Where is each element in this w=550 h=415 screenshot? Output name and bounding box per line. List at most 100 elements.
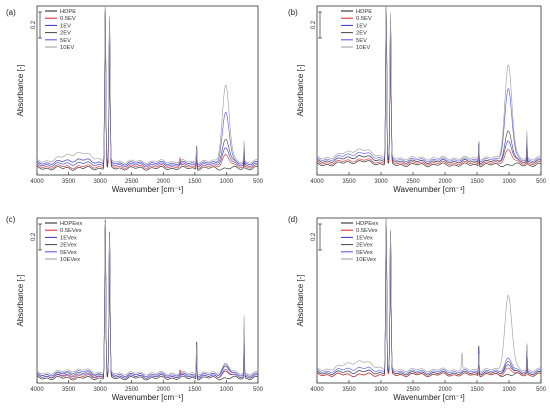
x-tick-label: 4000 (30, 179, 44, 185)
series-line-HDPE (36, 9, 259, 171)
series-line-10EVex (316, 218, 542, 372)
x-tick-label: 1000 (220, 179, 234, 185)
x-tick-label: 500 (253, 387, 264, 393)
series-line-1EVex (36, 229, 259, 379)
series-line-5EVex (316, 223, 542, 374)
x-axis-label: Wavenumber [cm⁻¹] (112, 393, 184, 402)
x-tick-label: 3000 (93, 387, 107, 393)
series-line-10EVex (37, 222, 259, 376)
panel-label: (b) (288, 8, 298, 17)
legend-entry: 5EV (356, 38, 367, 44)
legend-entry: HDPE (60, 9, 76, 15)
plot-frame (316, 5, 542, 176)
series-line-10EV (36, 5, 259, 164)
legend-entry: 5EVex (356, 250, 373, 256)
x-tick-label: 1500 (470, 179, 484, 185)
legend-entry: 10EV (60, 45, 74, 51)
x-axis-label: Wavenumber [cm⁻¹] (393, 185, 465, 194)
y-axis-label: Absorbance [-] (296, 64, 305, 116)
legend-entry: 5EVex (60, 250, 77, 256)
x-tick-label: 2500 (406, 179, 420, 185)
x-tick-label: 3500 (62, 179, 76, 185)
legend-entry: 10EVex (60, 257, 80, 263)
x-axis-label: Wavenumber [cm⁻¹] (393, 393, 465, 402)
legend-entry: 10EVex (356, 257, 376, 263)
x-tick-label: 2000 (157, 179, 171, 185)
legend-entry: 1EV (356, 23, 367, 29)
series-line-5EVex (36, 227, 259, 377)
panel-label: (a) (6, 8, 16, 17)
series-line-1EV (316, 10, 542, 164)
plot-frame (316, 217, 542, 384)
series-line-1EV (36, 17, 259, 168)
legend-entry: 0.5EV (60, 16, 76, 22)
x-tick-label: 4000 (310, 179, 324, 185)
legend-entry: HDPEex (356, 221, 378, 227)
legend-entry: 2EVex (356, 243, 373, 249)
panel-label: (c) (6, 215, 16, 224)
series-line-2EVex (316, 222, 542, 376)
x-tick-label: 2000 (438, 179, 452, 185)
panel-1: (a) 0.2 4000 3500 3000 2500 2000 1500 1000 500 Wav… (6, 5, 264, 194)
legend-entry: 1EV (60, 23, 71, 29)
plot-frame (36, 5, 259, 176)
series-line-0.5EV (36, 15, 259, 169)
x-tick-label: 2500 (406, 387, 420, 393)
series-line-5EV (317, 8, 542, 163)
x-tick-label: 2000 (157, 387, 171, 393)
x-tick-label: 3000 (374, 387, 388, 393)
series-line-10EV (316, 5, 542, 161)
legend-entry: 2EV (60, 31, 71, 37)
x-axis-label: Wavenumber [cm⁻¹] (112, 185, 184, 194)
panel-3: (c) 0.2 4000 3500 3000 2500 2000 1500 1000 500 Wav… (6, 215, 264, 402)
x-tick-label: 1000 (502, 179, 516, 185)
x-tick-label: 3500 (342, 179, 356, 185)
legend-entry: 1EVex (356, 235, 373, 241)
x-tick-label: 4000 (310, 387, 324, 393)
x-tick-label: 1500 (188, 179, 202, 185)
legend-entry: 2EV (356, 31, 367, 37)
legend-entry: 5EV (60, 38, 71, 44)
x-tick-label: 2500 (125, 179, 139, 185)
x-tick-label: 3500 (62, 387, 76, 393)
legend-entry: 10EV (356, 45, 370, 51)
scale-bar-label: 0.2 (31, 20, 37, 29)
x-tick-label: 3000 (374, 179, 388, 185)
legend-entry: 2EVex (60, 243, 77, 249)
x-tick-label: 1000 (502, 387, 516, 393)
x-tick-label: 500 (536, 387, 547, 393)
legend-entry: 0.5EVex (60, 228, 82, 234)
series-line-2EV (316, 6, 542, 164)
x-tick-label: 1500 (188, 387, 202, 393)
plot-frame (36, 217, 259, 384)
x-tick-label: 1500 (470, 387, 484, 393)
x-tick-label: 500 (253, 179, 264, 185)
x-tick-label: 2000 (438, 387, 452, 393)
series-line-HDPEex (36, 219, 259, 381)
legend-entry: 0.5EVex (356, 228, 378, 234)
legend-entry: 0.5EV (356, 16, 372, 22)
x-tick-label: 3000 (93, 179, 107, 185)
legend-entry: 1EVex (60, 235, 77, 241)
series-line-5EV (36, 12, 259, 166)
panel-label: (d) (288, 215, 298, 224)
panel-4: (d) 0.2 4000 3500 3000 2500 2000 1500 1000 500 Wav… (288, 215, 547, 402)
scale-bar-label: 0.2 (311, 232, 317, 241)
series-line-1EVex (316, 225, 542, 376)
series-line-HDPE (316, 10, 542, 168)
series-line-0.5EV (316, 15, 542, 166)
x-tick-label: 500 (536, 179, 547, 185)
y-axis-label: Absorbance [-] (16, 64, 25, 116)
y-axis-label: Absorbance [-] (16, 274, 25, 326)
panel-2: (b) 0.2 4000 3500 3000 2500 2000 1500 1000 500 Wav… (288, 5, 547, 194)
scale-bar-label: 0.2 (31, 232, 37, 241)
legend-entry: HDPEex (60, 221, 82, 227)
x-tick-label: 4000 (30, 387, 44, 393)
x-tick-label: 2500 (125, 387, 139, 393)
y-axis-label: Absorbance [-] (296, 274, 305, 326)
x-tick-label: 1000 (220, 387, 234, 393)
legend-entry: HDPE (356, 9, 372, 15)
series-line-0.5EVex (316, 230, 542, 377)
scale-bar-label: 0.2 (311, 20, 317, 29)
